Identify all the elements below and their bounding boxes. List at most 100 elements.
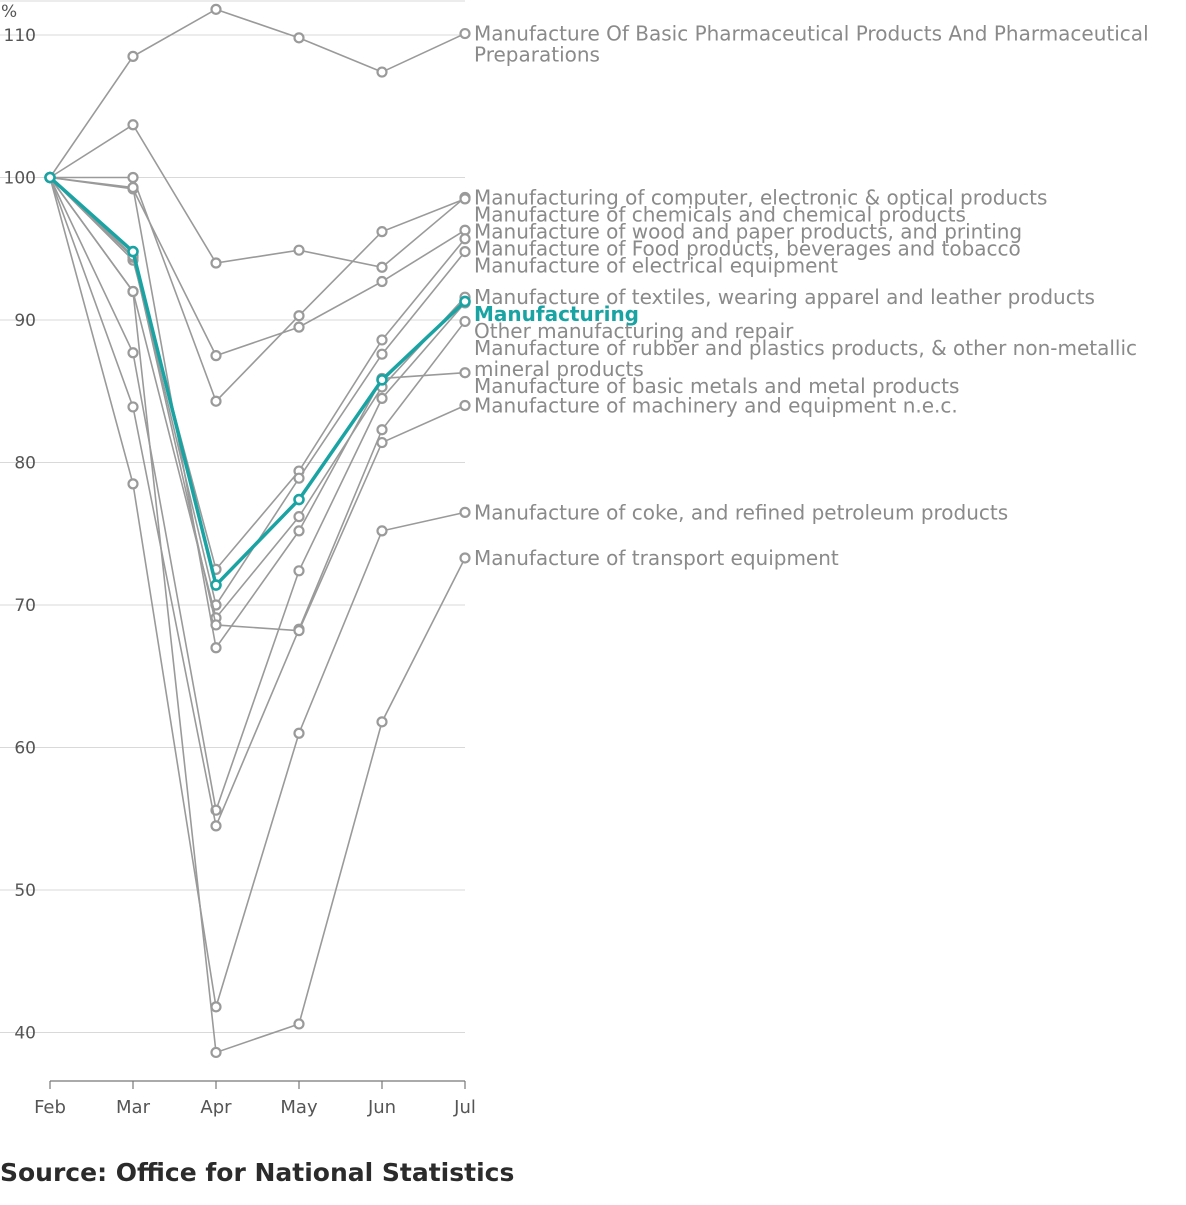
series-manufacturing-of-computer-electronic-optical-products [44, 119, 471, 273]
series-label-line: Preparations [474, 43, 600, 67]
data-point [293, 321, 305, 333]
data-point [127, 119, 139, 131]
data-point [459, 193, 471, 205]
data-point [210, 257, 222, 269]
y-axis-ticks: 40 50 60 70 80 90 100 110 [4, 26, 36, 1044]
data-point [376, 275, 388, 288]
data-point [293, 511, 305, 523]
x-tick-label: Apr [200, 1097, 232, 1118]
series-manufacture-of-coke-and-refined-petroleum-products [44, 171, 471, 1013]
data-point [459, 315, 471, 328]
series-label: Manufacture of rubber and plastics produ… [474, 336, 1137, 381]
y-tick-label: 50 [14, 881, 36, 901]
series-label: Manufacture of coke, and refined petrole… [474, 500, 1008, 524]
x-tick-label: Jul [453, 1097, 476, 1118]
y-tick-label: 60 [14, 739, 36, 759]
series-line [49, 177, 466, 814]
x-tick-label: Jun [367, 1097, 396, 1118]
data-point [376, 334, 388, 346]
series-line [49, 176, 466, 357]
x-tick-label: Mar [116, 1097, 151, 1118]
data-point [293, 244, 305, 256]
data-point [210, 642, 222, 654]
series-label-line: Manufacture of machinery and equipment n… [474, 394, 958, 418]
series-line [48, 176, 467, 589]
data-point [210, 395, 222, 407]
data-point [210, 579, 222, 591]
data-point [127, 181, 139, 194]
series-label-line: Manufacture of textiles, wearing apparel… [474, 285, 1095, 309]
series-label: Other manufacturing and repair [474, 319, 794, 343]
series-manufacture-of-transport-equipment [44, 171, 471, 1059]
series-label-line: Manufacture of Food products, beverages … [474, 236, 1021, 260]
series-manufacture-of-basic-pharmaceutical-products-and-pharmaceutical-preparations [44, 3, 471, 184]
data-point [459, 246, 471, 258]
data-point [459, 295, 471, 308]
data-point [459, 367, 471, 379]
gridlines [0, 0, 465, 1033]
series-lines [44, 3, 471, 1059]
data-point [293, 310, 305, 322]
data-point [293, 565, 305, 577]
data-point [127, 285, 139, 298]
series-label: Manufacture of wood and paper products, … [474, 219, 1022, 243]
x-tick-label: Feb [34, 1097, 66, 1118]
series-label-line: Manufacture of electrical equipment [474, 253, 838, 277]
data-point [210, 1001, 222, 1013]
source-note: Source: Office for National Statistics [0, 1158, 515, 1187]
data-point [376, 261, 388, 273]
series-label: Manufacture Of Basic Pharmaceutical Prod… [474, 22, 1149, 67]
data-point [44, 171, 56, 184]
y-tick-label: 80 [14, 454, 36, 474]
series-line [49, 176, 466, 572]
data-point [459, 552, 471, 564]
series-line [49, 177, 466, 620]
series-label: Manufacturing [474, 302, 639, 326]
data-point [210, 3, 222, 15]
data-point [293, 1018, 305, 1030]
data-point [376, 374, 388, 386]
series-manufacture-of-machinery-and-equipment-n-e-c- [44, 171, 471, 637]
data-point [293, 32, 305, 44]
series-label-line: Manufacturing [474, 302, 639, 326]
series-line [49, 177, 466, 1008]
series-manufacture-of-rubber-and-plastics-products-other-non-metallic-mineral-products [44, 171, 471, 832]
y-tick-label: 100 [4, 169, 36, 189]
series-label-line: Manufacture of basic metals and metal pr… [474, 374, 959, 398]
series-manufacture-of-wood-and-paper-products-and-printing [44, 171, 471, 362]
data-point [459, 399, 471, 412]
series-line [49, 177, 466, 829]
series-label: Manufacture of textiles, wearing apparel… [474, 285, 1095, 309]
series-label-line: Manufacture of transport equipment [474, 546, 839, 570]
data-point [210, 350, 222, 362]
data-point [293, 625, 305, 637]
series-other-manufacturing-and-repair [44, 171, 471, 816]
series-line [49, 176, 466, 650]
series-label: Manufacture of transport equipment [474, 546, 839, 570]
series-label-line: Manufacture Of Basic Pharmaceutical Prod… [474, 22, 1149, 46]
data-point [376, 436, 388, 449]
series-manufacture-of-basic-metals-and-metal-products [44, 171, 471, 654]
x-axis: Feb Mar Apr May Jun Jul [34, 1080, 476, 1118]
data-point [376, 525, 388, 537]
data-point [210, 619, 222, 631]
y-tick-label: 40 [14, 1024, 36, 1044]
series-line [49, 176, 466, 632]
series-label-line: Manufacturing of computer, electronic & … [474, 185, 1047, 209]
data-point [127, 401, 139, 413]
data-point [210, 820, 222, 832]
series-line [50, 176, 466, 403]
data-point [293, 472, 305, 484]
series-label-line: Manufacture of wood and paper products, … [474, 219, 1022, 243]
data-point [127, 50, 139, 62]
y-axis-unit-label: % [1, 2, 17, 22]
series-label: Manufacture of machinery and equipment n… [474, 394, 958, 418]
series-label-line: Manufacture of coke, and refined petrole… [474, 500, 1008, 524]
series-label: Manufacture of Food products, beverages … [474, 236, 1021, 260]
series-label-line: Manufacture of chemicals and chemical pr… [474, 202, 966, 226]
series-line [49, 123, 466, 269]
data-point [459, 233, 471, 245]
data-point [210, 1046, 222, 1059]
series-label: Manufacturing of computer, electronic & … [474, 185, 1047, 209]
